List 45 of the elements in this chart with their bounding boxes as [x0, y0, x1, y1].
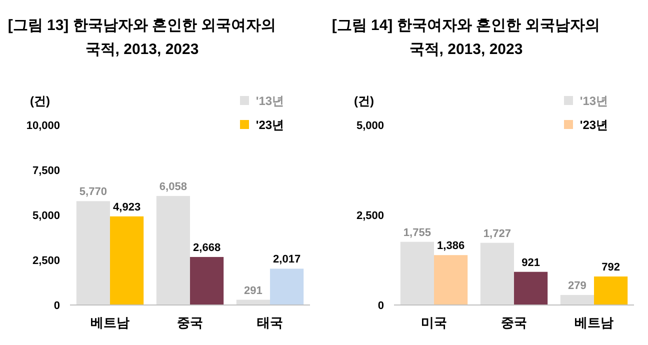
data-label: 1,755 [403, 226, 431, 239]
bar [270, 268, 304, 305]
bar [480, 242, 514, 305]
bar [110, 216, 144, 305]
data-label: 279 [568, 280, 586, 292]
x-tick-label: 중국 [501, 315, 527, 330]
data-label: 792 [602, 261, 620, 274]
bar [76, 201, 110, 305]
y-axis-title: (건) [354, 94, 374, 108]
data-label: 6,058 [159, 180, 187, 193]
chart-title: [그림 13] 한국남자와 혼인한 외국여자의 국적, 2013, 2023 [8, 17, 276, 58]
y-tick-label: 2,500 [356, 210, 384, 222]
data-label: 5,770 [79, 186, 107, 198]
y-axis-title: (건) [30, 94, 50, 108]
y-tick-label: 5,000 [356, 120, 384, 132]
x-tick-label: 중국 [177, 315, 203, 330]
data-label: 1,386 [437, 240, 465, 252]
y-tick-label: 0 [378, 300, 384, 312]
y-tick-label: 0 [54, 300, 60, 312]
bar [560, 294, 594, 305]
data-label: 921 [522, 256, 540, 269]
x-tick-label: 미국 [421, 315, 447, 330]
data-label: 4,923 [113, 201, 141, 214]
x-tick-label: 베트남 [574, 315, 614, 330]
legend-label: '13년 [256, 94, 284, 108]
y-tick-label: 2,500 [32, 255, 60, 267]
data-label: 2,668 [193, 242, 221, 254]
chart-title: [그림 14] 한국여자와 혼인한 외국남자의 국적, 2013, 2023 [332, 17, 600, 58]
data-label: 1,727 [483, 228, 511, 240]
bar [400, 242, 434, 305]
bar [514, 272, 548, 305]
y-tick-label: 5,000 [32, 210, 60, 222]
legend-label: '23년 [256, 118, 284, 132]
data-label: 291 [244, 284, 262, 297]
y-tick-label: 7,500 [32, 165, 60, 177]
bar [594, 276, 628, 305]
legend-label: '13년 [580, 94, 608, 108]
x-tick-label: 태국 [257, 315, 283, 330]
data-label: 2,017 [273, 254, 301, 266]
legend-label: '23년 [580, 118, 608, 132]
bar [156, 196, 190, 305]
x-tick-label: 베트남 [90, 315, 130, 330]
bar [434, 255, 468, 305]
bar [190, 256, 224, 305]
y-tick-label: 10,000 [26, 120, 60, 132]
